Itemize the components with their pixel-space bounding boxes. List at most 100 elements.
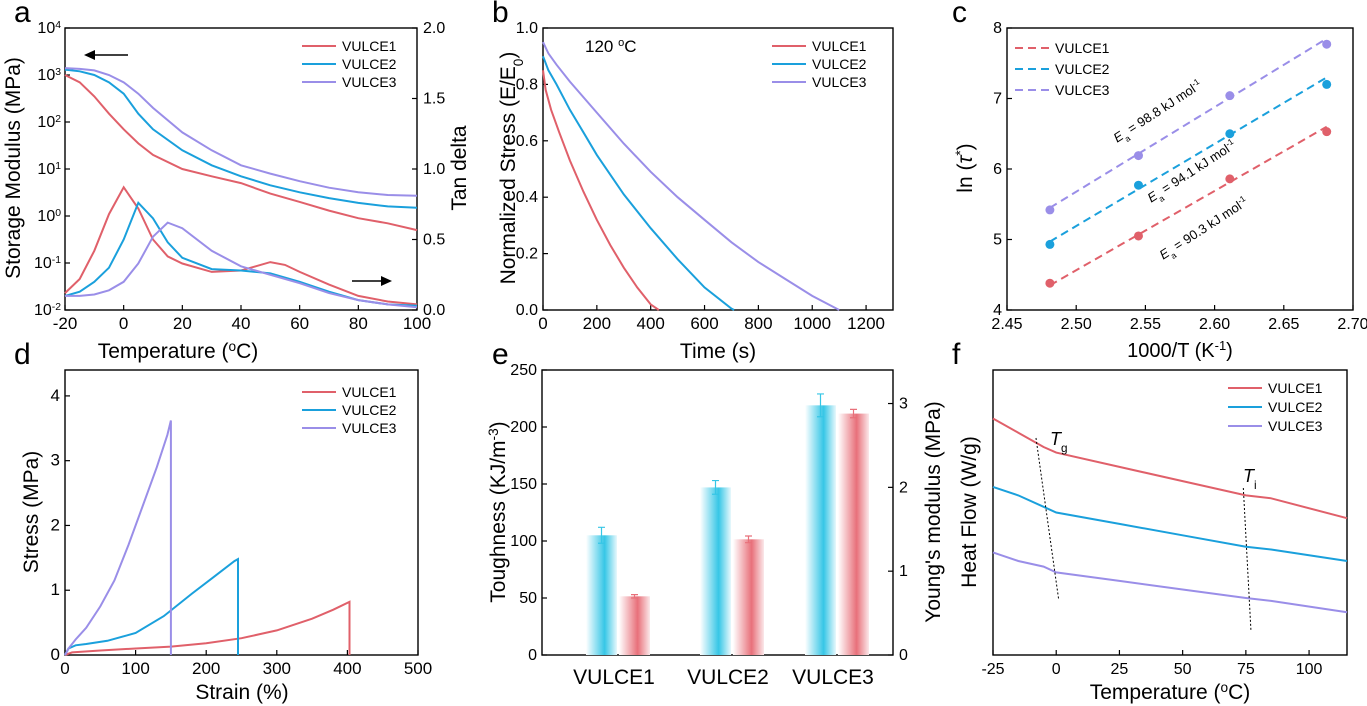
panel-d-frame [64, 369, 419, 656]
a-ytick-label: 100 [37, 208, 61, 226]
f-legend-vulce2: VULCE2 [1268, 399, 1323, 415]
d-ytick-label: 1 [51, 580, 60, 599]
panel-letter-b: b [492, 0, 509, 29]
panel-letter-e: e [492, 338, 509, 371]
f-legend-vulce1: VULCE1 [1268, 380, 1323, 396]
e-bar-toughness-vulce1 [586, 535, 617, 655]
b-xtick-label: 1000 [793, 314, 831, 333]
c-ytick-label: 7 [993, 91, 1002, 108]
c-point-vulce1 [1322, 127, 1332, 137]
b-xtick-label: 1200 [847, 314, 885, 333]
a-xtick-label: 40 [232, 314, 251, 333]
e-y2tick-label: 2 [899, 479, 908, 496]
e-y2tick-label: 3 [899, 396, 908, 413]
a-xlabel: Temperature (oC) [98, 339, 258, 364]
e-y2tick-label: 1 [899, 563, 908, 580]
c-point-vulce3 [1045, 205, 1055, 215]
f-ylabel: Heat Flow (W/g) [958, 436, 981, 588]
d-xtick-label: 100 [121, 659, 149, 678]
a-ytick-label: 101 [37, 161, 61, 179]
a-xtick-label: 80 [349, 314, 368, 333]
c-legend-vulce3: VULCE3 [1055, 82, 1110, 98]
d-ytick-label: 3 [51, 451, 60, 470]
a-y2tick-label: 1.0 [423, 161, 445, 178]
c-fit-vulce2 [1049, 76, 1328, 243]
c-ytick-label: 6 [993, 161, 1002, 178]
f-xtick-label: 75 [1237, 661, 1255, 678]
a-ytick-label: 102 [37, 114, 61, 132]
a-series-vulce1-left [64, 74, 418, 232]
e-errorbar-toughness [598, 526, 605, 544]
panel-f: -25 0 25 50 75 100 VULCE1 VULCE2 VULCE3 Tg Ti Tempe… [958, 369, 1348, 705]
d-xlabel: Strain (%) [195, 681, 288, 704]
b-legend-vulce1: VULCE1 [812, 38, 867, 54]
b-ytick-label: 0.0 [516, 302, 538, 319]
e-ytick-label: 50 [519, 590, 537, 607]
c-fit-vulce3 [1049, 37, 1328, 209]
e-ytick-label: 200 [510, 419, 537, 436]
b-xtick-label: 0 [538, 314, 547, 333]
a-series-vulce3-left [64, 67, 418, 197]
e-category-label: VULCE3 [792, 666, 874, 689]
a-ylabel: Storage Modulus (MPa) [2, 57, 25, 279]
f-ti-guide [1242, 487, 1252, 631]
c-point-vulce2 [1322, 79, 1332, 89]
e-errorbar-modulus [631, 594, 638, 599]
a-ytick-label: 103 [37, 67, 61, 85]
c-fit-vulce1 [1049, 125, 1328, 287]
c-annotation-ea-vulce2: Ea = 94.1 kJ mol-1 [1144, 136, 1241, 209]
c-legend-vulce1: VULCE1 [1055, 40, 1110, 56]
f-xtick-label: 25 [1111, 661, 1129, 678]
b-ytick-label: 0.6 [516, 133, 538, 150]
c-point-vulce2 [1133, 180, 1143, 190]
e-bar-toughness-vulce2 [700, 487, 731, 655]
e-ytick-label: 150 [510, 476, 537, 493]
c-annotation-ea-vulce3: Ea = 98.8 kJ mol-1 [1110, 76, 1207, 149]
a-series-vulce3-right [65, 221, 418, 309]
a-y2tick-label: 0.5 [423, 232, 445, 249]
f-xtick-label: 50 [1174, 661, 1192, 678]
e-errorbar-modulus [745, 535, 752, 544]
b-xtick-label: 800 [744, 314, 772, 333]
panel-e: 0 50 100 150 200 250 0 1 2 3 VULCE1 VULCE2 VULCE3 Tou… [486, 362, 946, 689]
e-y2tick-label: 0 [899, 647, 908, 664]
panel-f-frame [992, 369, 1348, 656]
a-arrow-left-head [84, 50, 95, 60]
panel-letter-a: a [14, 0, 31, 29]
b-ytick-label: 1.0 [516, 20, 538, 37]
c-point-vulce1 [1133, 231, 1143, 241]
c-ytick-label: 8 [993, 20, 1002, 37]
panel-letter-c: c [952, 0, 967, 29]
e-bar-modulus-vulce2 [733, 539, 764, 655]
a-y2tick-label: 1.5 [423, 91, 445, 108]
c-point-vulce1 [1225, 174, 1235, 184]
c-xtick-label: 2.60 [1199, 316, 1230, 333]
f-series-vulce1 [992, 417, 1348, 520]
c-xtick-label: 2.65 [1268, 316, 1299, 333]
b-xtick-label: 600 [690, 314, 718, 333]
c-point-vulce2 [1045, 239, 1055, 249]
c-point-vulce3 [1322, 39, 1332, 49]
b-series-vulce1 [542, 70, 660, 311]
d-xtick-label: 500 [404, 659, 432, 678]
f-xlabel: Temperature (oC) [1090, 680, 1250, 705]
a-xtick-label: 0 [119, 314, 128, 333]
e-errorbar-modulus [850, 408, 857, 419]
b-series-vulce2 [542, 55, 735, 311]
e-bar-modulus-vulce1 [619, 596, 650, 655]
e-ytick-label: 100 [510, 533, 537, 550]
c-xtick-label: 2.55 [1130, 316, 1161, 333]
f-series-vulce2 [992, 485, 1348, 562]
c-point-vulce2 [1225, 129, 1235, 139]
panel-d: 0 100 200 300 400 500 0 1 2 3 4 VULCE1 VULCE2 VULCE3 S… [20, 369, 432, 704]
d-xtick-label: 0 [60, 659, 69, 678]
e-ylabel: Toughness (KJ/m-3) [486, 421, 511, 602]
d-legend-vulce3: VULCE3 [342, 420, 397, 436]
c-ytick-label: 5 [993, 232, 1002, 249]
f-series-vulce3 [992, 551, 1348, 614]
b-legend-vulce3: VULCE3 [812, 74, 867, 90]
c-xtick-label: 2.70 [1337, 316, 1367, 333]
d-ytick-label: 2 [51, 515, 60, 534]
f-annotation-ti: Ti [1243, 466, 1257, 492]
d-ytick-label: 4 [51, 386, 60, 405]
